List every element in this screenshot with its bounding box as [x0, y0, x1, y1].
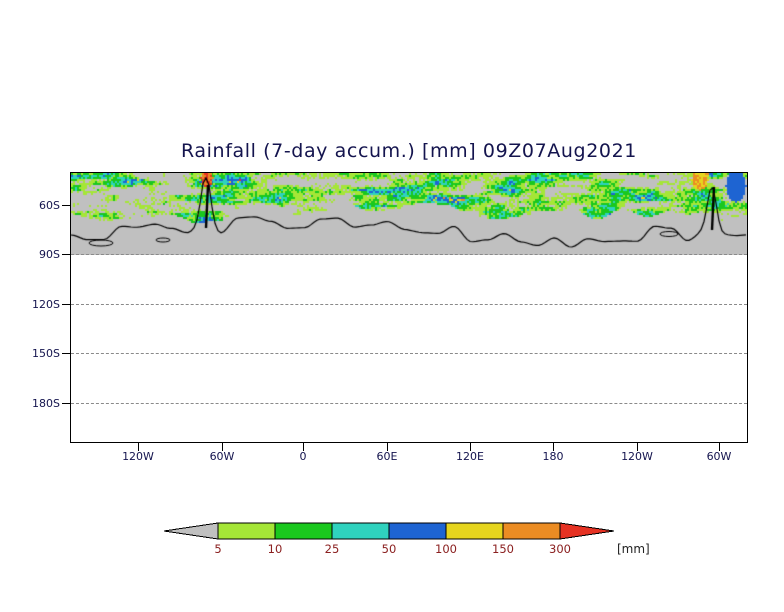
- y-axis-label: 120S: [32, 298, 60, 311]
- tick: [62, 254, 70, 255]
- colorbar-units-label: [mm]: [617, 542, 650, 556]
- tick: [62, 205, 70, 206]
- colorbar-label: 10: [267, 542, 283, 556]
- y-axis-label: 60S: [39, 199, 60, 212]
- colorbar-label: 150: [492, 542, 514, 556]
- gridline: [71, 254, 747, 255]
- tick: [62, 403, 70, 404]
- rainfall-map-canvas: [71, 173, 747, 255]
- tick: [719, 443, 720, 451]
- x-axis-label: 120W: [621, 450, 653, 463]
- y-axis-label: 150S: [32, 347, 60, 360]
- tick: [138, 443, 139, 451]
- x-axis-label: 60E: [376, 450, 398, 463]
- x-axis-label: 60W: [209, 450, 235, 463]
- colorbar-label: 50: [381, 542, 397, 556]
- gridline: [71, 304, 747, 305]
- colorbar-label: 300: [549, 542, 571, 556]
- colorbar-label: 5: [214, 542, 222, 556]
- chart-title: Rainfall (7-day accum.) [mm] 09Z07Aug202…: [181, 140, 637, 162]
- tick: [303, 443, 304, 451]
- colorbar-label: 100: [435, 542, 457, 556]
- y-axis-label: 90S: [39, 248, 60, 261]
- tick: [637, 443, 638, 451]
- x-axis-label: 120E: [456, 450, 484, 463]
- x-axis-label: 0: [299, 450, 307, 463]
- tick: [62, 353, 70, 354]
- y-axis-label: 180S: [32, 397, 60, 410]
- gridline: [71, 353, 747, 354]
- tick: [553, 443, 554, 451]
- plot-area: [70, 172, 748, 443]
- colorbar-label: 25: [324, 542, 340, 556]
- tick: [222, 443, 223, 451]
- x-axis-label: 120W: [122, 450, 154, 463]
- tick: [470, 443, 471, 451]
- x-axis-label: 60W: [706, 450, 732, 463]
- colorbar: [163, 522, 615, 540]
- tick: [62, 304, 70, 305]
- tick: [387, 443, 388, 451]
- gridline: [71, 403, 747, 404]
- x-axis-label: 180: [542, 450, 564, 463]
